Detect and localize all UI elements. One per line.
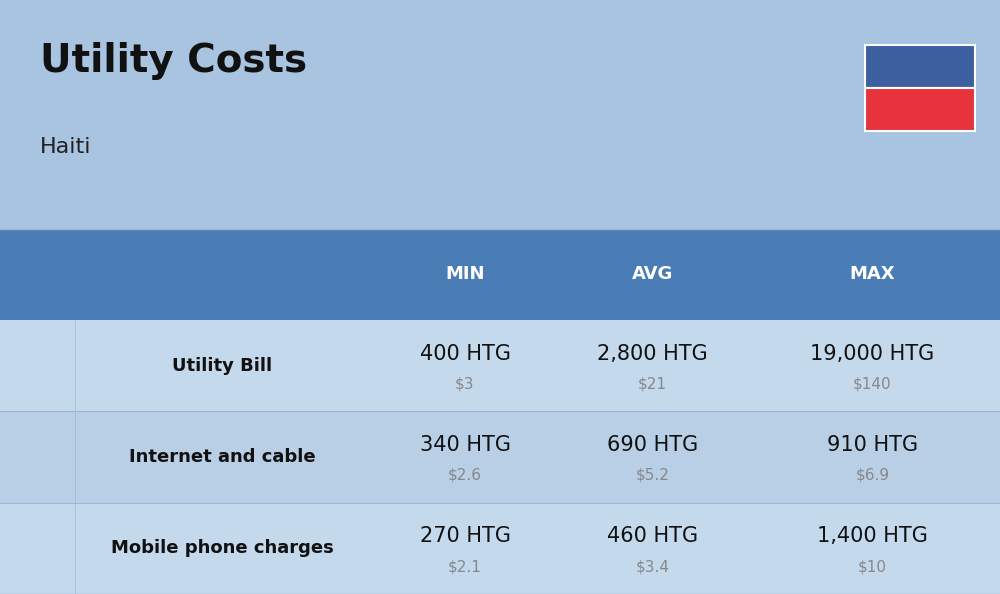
Text: $10: $10	[858, 559, 887, 574]
Text: 1,400 HTG: 1,400 HTG	[817, 526, 928, 546]
Text: 19,000 HTG: 19,000 HTG	[810, 344, 935, 364]
Text: 340 HTG: 340 HTG	[420, 435, 511, 455]
Text: Mobile phone charges: Mobile phone charges	[111, 539, 334, 557]
Text: $3.4: $3.4	[636, 559, 670, 574]
Text: 460 HTG: 460 HTG	[607, 526, 698, 546]
Text: MAX: MAX	[850, 266, 895, 283]
Text: 910 HTG: 910 HTG	[827, 435, 918, 455]
Text: Haiti: Haiti	[40, 137, 92, 157]
Text: $6.9: $6.9	[855, 467, 890, 483]
Bar	[0, 503, 1000, 594]
Bar	[865, 45, 975, 87]
Text: $2.1: $2.1	[448, 559, 482, 574]
Text: 270 HTG: 270 HTG	[420, 526, 511, 546]
Text: $2.6: $2.6	[448, 467, 482, 483]
Bar	[5, 429, 70, 485]
Text: $21: $21	[638, 377, 667, 391]
Bar	[0, 411, 1000, 503]
Text: 690 HTG: 690 HTG	[607, 435, 698, 455]
Bar	[0, 320, 1000, 411]
Bar	[5, 338, 70, 393]
Text: MIN: MIN	[445, 266, 485, 283]
Text: Internet and cable: Internet and cable	[129, 448, 316, 466]
Text: Utility Bill: Utility Bill	[172, 356, 273, 375]
Bar	[865, 88, 975, 131]
Text: $3: $3	[455, 377, 475, 391]
Text: 2,800 HTG: 2,800 HTG	[597, 344, 708, 364]
Text: 400 HTG: 400 HTG	[420, 344, 511, 364]
Text: $140: $140	[853, 377, 892, 391]
Bar	[0, 229, 1000, 320]
Bar	[5, 520, 70, 576]
Text: Utility Costs: Utility Costs	[40, 42, 307, 80]
Text: $5.2: $5.2	[636, 467, 669, 483]
Text: AVG: AVG	[632, 266, 673, 283]
